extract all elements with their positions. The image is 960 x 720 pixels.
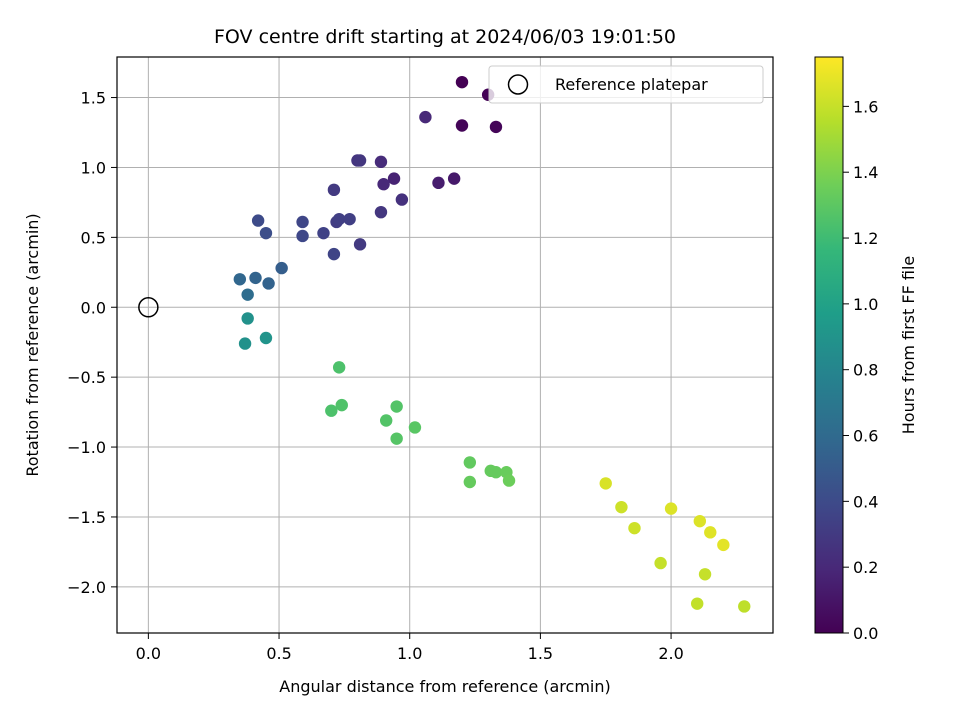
colorbar-tick-label: 1.4 bbox=[853, 163, 878, 182]
legend-box bbox=[488, 65, 764, 104]
legend-marker-reference bbox=[507, 74, 529, 95]
y-tick-label: −0.5 bbox=[67, 368, 106, 387]
data-point bbox=[489, 120, 503, 134]
data-point bbox=[377, 178, 390, 191]
data-point bbox=[259, 226, 273, 240]
data-point bbox=[698, 568, 712, 581]
data-point bbox=[335, 398, 348, 412]
data-point bbox=[332, 361, 346, 374]
colorbar-tick-label: 1.2 bbox=[853, 229, 878, 248]
plot-frame bbox=[116, 56, 774, 634]
chart-title: FOV centre drift starting at 2024/06/03 … bbox=[214, 26, 676, 48]
data-point bbox=[353, 154, 367, 167]
data-point bbox=[241, 288, 254, 301]
data-point bbox=[419, 110, 432, 124]
data-point bbox=[489, 466, 503, 479]
x-axis-ticks: 0.0 0.5 1.0 1.5 2.0 bbox=[136, 633, 684, 663]
legend-label-reference: Reference platepar bbox=[555, 75, 708, 94]
data-point bbox=[463, 456, 477, 469]
data-point bbox=[374, 205, 388, 219]
y-axis-label: Rotation from reference (arcmin) bbox=[23, 213, 42, 476]
colorbar-tick-label: 1.0 bbox=[853, 295, 878, 314]
x-tick-label: 0.0 bbox=[136, 644, 161, 663]
y-tick-label: 1.0 bbox=[81, 158, 106, 177]
x-tick-label: 1.0 bbox=[397, 644, 422, 663]
data-point bbox=[395, 193, 409, 206]
x-tick-label: 2.0 bbox=[658, 644, 683, 663]
data-point bbox=[628, 521, 641, 535]
y-axis-ticks: −2.0 −1.5 −1.0 −0.5 0.0 0.5 1.0 1.5 bbox=[67, 89, 117, 597]
y-tick-label: −1.5 bbox=[67, 508, 106, 527]
colorbar-tick-label: 1.6 bbox=[853, 97, 878, 116]
colorbar-tick-label: 0.0 bbox=[853, 624, 878, 643]
data-point bbox=[455, 119, 469, 132]
data-point bbox=[691, 597, 704, 610]
colorbar-tick-label: 0.6 bbox=[853, 427, 878, 446]
data-point bbox=[296, 229, 309, 243]
reference-marker-layer bbox=[138, 297, 159, 318]
legend: Reference platepar bbox=[488, 65, 764, 104]
data-point bbox=[447, 172, 461, 185]
data-point bbox=[327, 183, 341, 197]
data-point bbox=[327, 247, 341, 261]
y-tick-label: −1.0 bbox=[67, 438, 106, 457]
data-point bbox=[353, 238, 367, 251]
data-point bbox=[390, 400, 403, 413]
colorbar-tick-label: 0.4 bbox=[853, 492, 878, 511]
data-point bbox=[296, 215, 309, 229]
x-tick-label: 1.5 bbox=[528, 644, 553, 663]
data-point bbox=[455, 75, 469, 89]
data-point bbox=[275, 261, 288, 275]
data-point bbox=[332, 212, 346, 226]
y-tick-label: 1.5 bbox=[81, 89, 106, 108]
data-point bbox=[693, 514, 707, 528]
data-point bbox=[738, 600, 751, 613]
data-point bbox=[664, 502, 678, 515]
data-point bbox=[654, 556, 667, 570]
x-tick-label: 0.5 bbox=[266, 644, 291, 663]
colorbar-tick-label: 0.8 bbox=[853, 361, 878, 380]
colorbar-tick-label: 0.2 bbox=[853, 558, 878, 577]
y-tick-label: 0.0 bbox=[81, 298, 106, 317]
data-point bbox=[463, 475, 477, 489]
data-point bbox=[241, 312, 254, 325]
data-point bbox=[343, 212, 356, 226]
colorbar-frame bbox=[814, 56, 844, 634]
colorbar-label: Hours from first FF file bbox=[899, 256, 918, 435]
data-point bbox=[390, 432, 403, 445]
data-point bbox=[249, 271, 262, 285]
colorbar bbox=[815, 57, 843, 633]
data-point bbox=[717, 538, 730, 552]
data-point bbox=[432, 176, 445, 190]
data-point bbox=[374, 155, 388, 169]
data-point bbox=[325, 404, 338, 417]
reference-platepar-marker bbox=[138, 297, 159, 318]
data-point bbox=[387, 172, 401, 185]
colorbar-ticks: 0.0 0.2 0.4 0.6 0.8 1.0 1.2 1.4 1.6 bbox=[843, 97, 878, 643]
data-point bbox=[259, 331, 273, 345]
data-point bbox=[233, 273, 247, 286]
x-axis-label: Angular distance from reference (arcmin) bbox=[279, 677, 610, 696]
data-point bbox=[502, 474, 516, 487]
data-point bbox=[238, 337, 252, 350]
y-tick-label: −2.0 bbox=[67, 578, 106, 597]
data-point bbox=[379, 414, 393, 427]
data-point bbox=[408, 421, 422, 434]
grid bbox=[117, 57, 773, 633]
data-point bbox=[599, 477, 612, 490]
data-point bbox=[317, 226, 330, 240]
data-point bbox=[704, 526, 717, 539]
y-tick-label: 0.5 bbox=[81, 228, 106, 247]
data-point bbox=[615, 500, 628, 514]
data-point bbox=[251, 214, 265, 227]
data-points bbox=[233, 75, 751, 613]
data-point bbox=[262, 277, 275, 290]
